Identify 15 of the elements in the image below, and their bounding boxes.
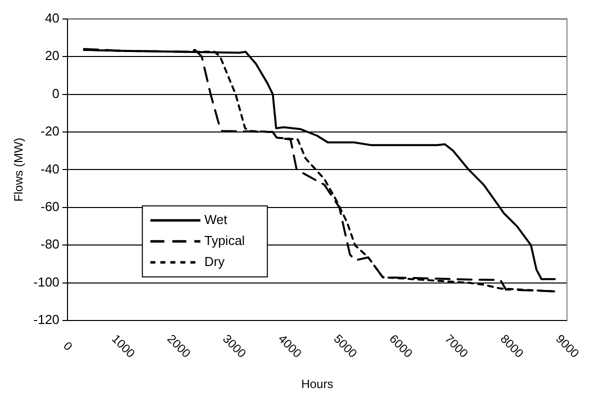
y-axis-title: Flows (MW)	[12, 138, 26, 202]
x-tick-label: 0	[60, 338, 76, 354]
y-tick-label: -40	[40, 161, 60, 176]
y-tick-label: -120	[33, 312, 60, 328]
y-tick-label: -60	[40, 199, 60, 214]
y-tick-label: 20	[44, 48, 60, 64]
y-tick-label: -80	[40, 236, 60, 252]
y-tick-label: -20	[40, 124, 60, 139]
legend-label: Dry	[204, 254, 226, 269]
y-tick-label: 0	[52, 86, 60, 101]
y-tick-label: -100	[33, 274, 60, 290]
x-axis-title: Hours	[301, 377, 334, 392]
legend-label: Typical	[204, 232, 245, 248]
legend-label: Wet	[204, 212, 228, 227]
y-tick-label: 40	[44, 10, 60, 26]
